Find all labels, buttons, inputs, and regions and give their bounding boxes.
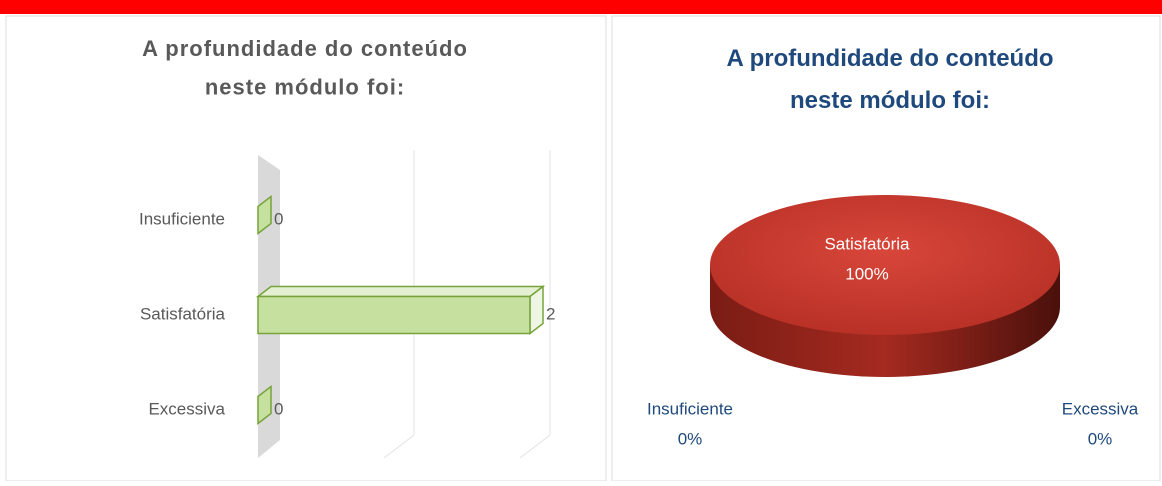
bar: [257, 384, 272, 426]
category-label: Satisfatória: [140, 304, 226, 323]
left-panel: [5, 15, 607, 482]
value-label: 100%: [845, 264, 888, 283]
value-label: 0: [274, 209, 283, 228]
grid-line: [519, 150, 551, 459]
value-label: 2: [546, 304, 555, 323]
bar: [257, 194, 272, 236]
category-label: Excessiva: [148, 399, 225, 418]
value-label: 0%: [1088, 429, 1113, 448]
bar: [255, 284, 546, 336]
value-label: 0: [274, 399, 283, 418]
pie-slice: [710, 195, 1060, 377]
chart-title: A profundidade do conteúdo neste módulo f…: [726, 45, 1053, 114]
value-label: 0%: [678, 429, 703, 448]
chart-title: A profundidade do conteúdo neste módulo f…: [142, 36, 468, 100]
grid-line: [383, 150, 415, 459]
category-label: Satisfatória: [824, 234, 910, 253]
top-bar: [0, 0, 1162, 14]
category-label: Excessiva: [1062, 399, 1139, 418]
category-label: Insuficiente: [647, 399, 733, 418]
category-label: Insuficiente: [139, 209, 225, 228]
